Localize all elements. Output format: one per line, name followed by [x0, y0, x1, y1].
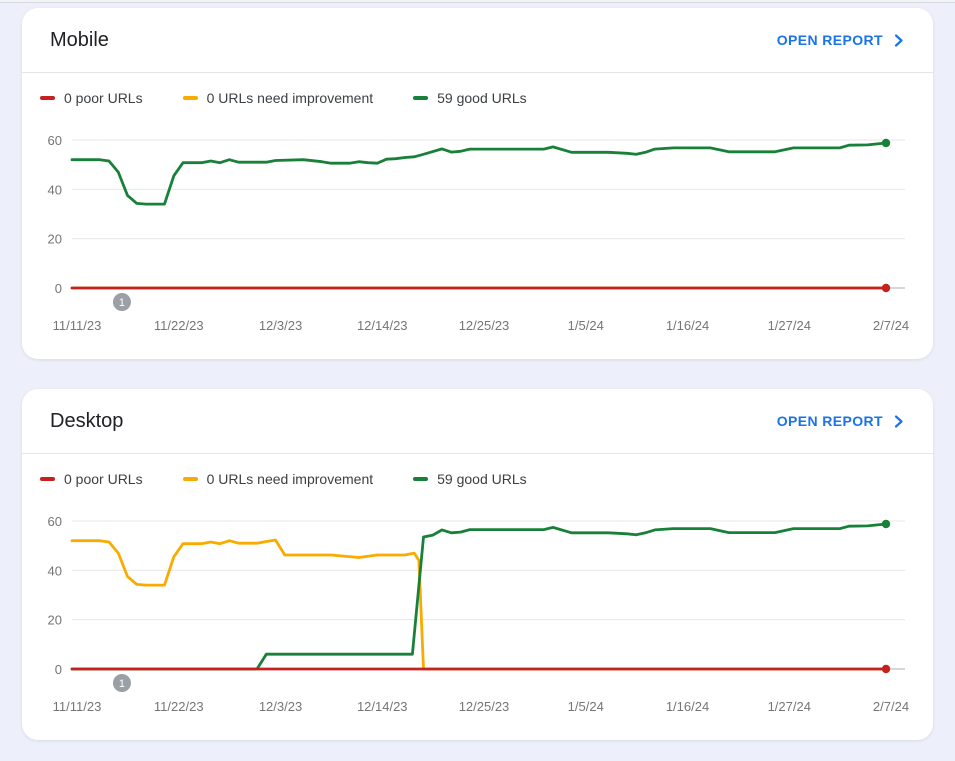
- legend: 0 poor URLs 0 URLs need improvement 59 g…: [22, 454, 933, 499]
- series-end-dot-good: [881, 519, 891, 529]
- y-axis-label: 0: [55, 662, 62, 677]
- legend-dash-needs-improvement: [182, 96, 198, 100]
- legend-label-needs-improvement: 0 URLs need improvement: [206, 471, 374, 487]
- legend-label-poor: 0 poor URLs: [64, 471, 143, 487]
- legend-item-poor: 0 poor URLs: [40, 88, 143, 108]
- x-axis-label: 11/11/23: [53, 318, 102, 333]
- x-axis-label: 2/7/24: [873, 318, 909, 333]
- x-axis-label: 2/7/24: [873, 699, 909, 714]
- x-axis-label: 1/27/24: [768, 318, 811, 333]
- x-axis-label: 11/22/23: [154, 699, 204, 714]
- y-axis-label: 20: [48, 613, 62, 628]
- y-axis-label: 20: [48, 232, 62, 247]
- x-axis-label: 12/3/23: [259, 699, 302, 714]
- legend-label-poor: 0 poor URLs: [64, 90, 143, 106]
- desktop-card: Desktop OPEN REPORT 0 poor URLs 0 URLs n…: [22, 389, 933, 740]
- mobile-card: Mobile OPEN REPORT 0 poor URLs 0 URLs ne…: [22, 8, 933, 359]
- mobile-card-header: Mobile OPEN REPORT: [22, 8, 933, 73]
- x-axis-label: 1/5/24: [568, 318, 604, 333]
- x-axis-label: 12/25/23: [459, 318, 510, 333]
- series-line-good: [70, 522, 888, 671]
- x-axis-label: 1/16/24: [666, 318, 709, 333]
- legend-item-good: 59 good URLs: [413, 88, 527, 108]
- y-axis-label: 40: [48, 563, 62, 578]
- x-axis-label: 1/16/24: [666, 699, 709, 714]
- y-axis-label: 60: [48, 133, 62, 148]
- annotation-badge[interactable]: [112, 293, 131, 311]
- x-axis-label: 12/3/23: [259, 318, 302, 333]
- series-end-dot-poor: [881, 664, 891, 674]
- legend: 0 poor URLs 0 URLs need improvement 59 g…: [22, 73, 933, 118]
- series-end-dot-good: [881, 138, 891, 148]
- x-axis-label: 11/11/23: [53, 699, 102, 714]
- card-title: Mobile: [50, 28, 109, 51]
- legend-label-good: 59 good URLs: [437, 90, 527, 106]
- card-title: Desktop: [50, 409, 124, 432]
- legend-label-good: 59 good URLs: [437, 471, 527, 487]
- open-report-label: OPEN REPORT: [776, 413, 883, 429]
- legend-label-needs-improvement: 0 URLs need improvement: [206, 90, 374, 106]
- open-report-button[interactable]: OPEN REPORT: [777, 32, 907, 49]
- series-line-needs_improvement: [70, 538, 888, 671]
- legend-item-needs-improvement: 0 URLs need improvement: [182, 469, 374, 489]
- series-end-dot-poor: [881, 283, 891, 293]
- x-axis-label: 12/14/23: [357, 699, 408, 714]
- y-axis-label: 60: [48, 514, 62, 529]
- desktop-card-header: Desktop OPEN REPORT: [22, 389, 933, 454]
- x-axis-label: 1/27/24: [768, 699, 811, 714]
- x-axis-label: 12/25/23: [459, 699, 510, 714]
- annotation-badge-label: 1: [119, 297, 125, 309]
- x-axis-label: 11/22/23: [154, 318, 204, 333]
- x-axis-label: 1/5/24: [568, 699, 604, 714]
- open-report-button[interactable]: OPEN REPORT: [777, 413, 907, 430]
- legend-dash-poor: [40, 96, 55, 100]
- series-line-good: [70, 141, 888, 206]
- legend-item-needs-improvement: 0 URLs need improvement: [182, 88, 374, 108]
- chevron-right-icon: [890, 413, 907, 430]
- legend-dash-good: [413, 96, 429, 100]
- y-axis-label: 0: [55, 281, 62, 296]
- legend-item-good: 59 good URLs: [413, 469, 527, 489]
- annotation-badge-label: 1: [119, 678, 125, 690]
- y-axis-label: 40: [48, 182, 62, 197]
- top-toolbar-edge: [0, 0, 955, 3]
- x-axis-label: 12/14/23: [357, 318, 408, 333]
- legend-item-poor: 0 poor URLs: [40, 469, 143, 489]
- legend-dash-poor: [40, 477, 55, 481]
- open-report-label: OPEN REPORT: [776, 32, 883, 48]
- annotation-badge[interactable]: [112, 674, 131, 692]
- chevron-right-icon: [890, 32, 907, 49]
- legend-dash-good: [413, 477, 429, 481]
- legend-dash-needs-improvement: [182, 477, 198, 481]
